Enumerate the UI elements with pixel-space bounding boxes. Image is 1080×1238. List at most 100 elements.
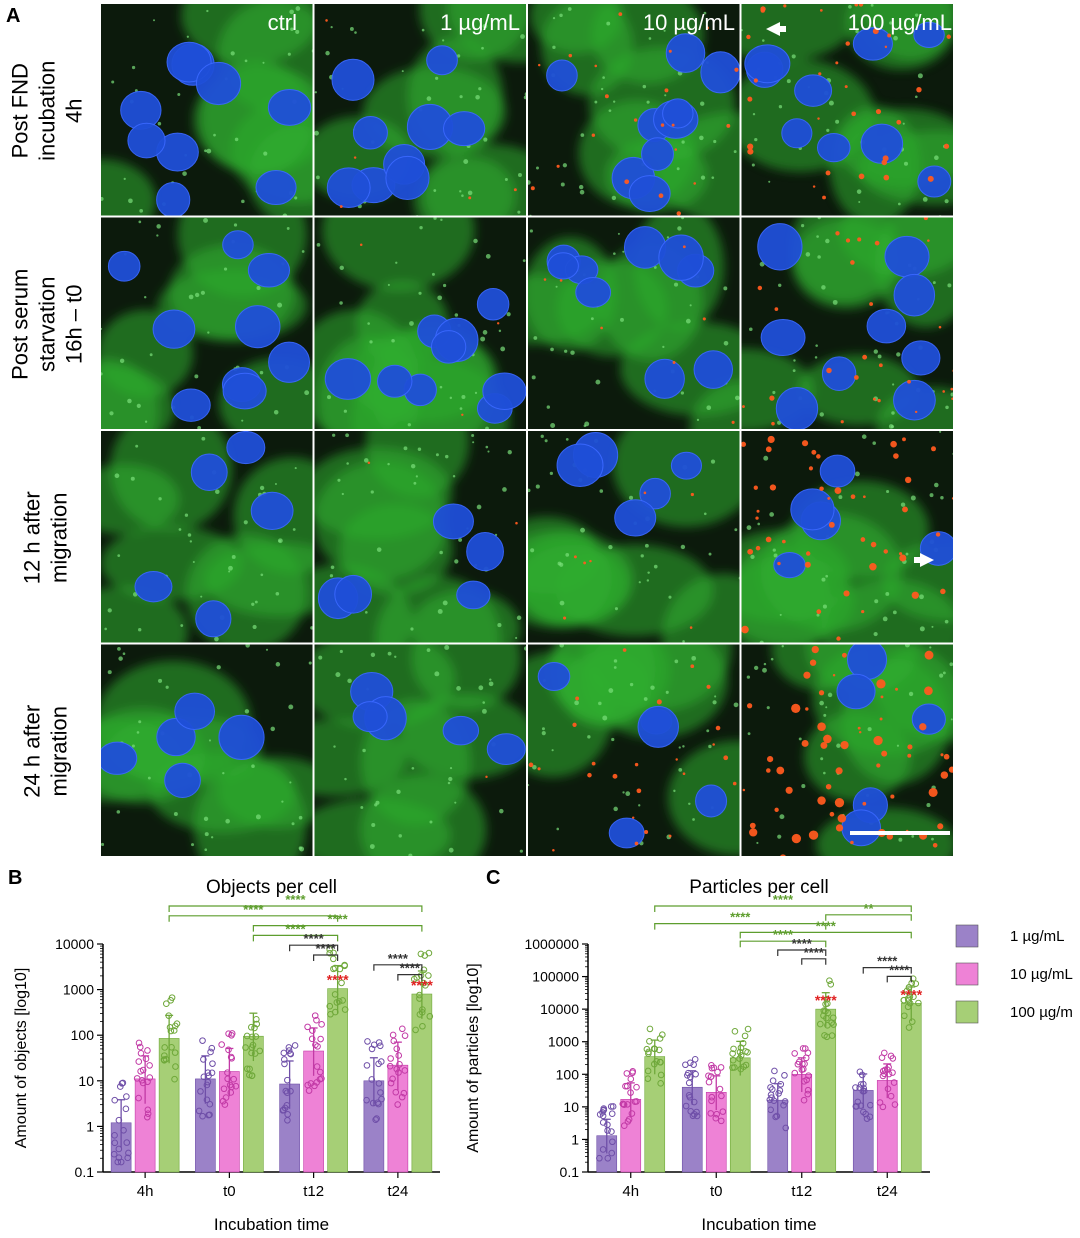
particle-spot: [951, 397, 953, 400]
x-tick-label: 4h: [137, 1183, 154, 1200]
cytoskeleton-speck: [823, 771, 826, 775]
cytoskeleton-speck: [435, 453, 439, 457]
data-point: [729, 1056, 737, 1064]
data-point: [596, 1111, 604, 1118]
cytoskeleton-speck: [638, 581, 641, 584]
particle-spot: [644, 829, 649, 834]
cytoskeleton-speck: [711, 176, 715, 179]
cytoskeleton-speck: [413, 481, 417, 485]
cytoskeleton-speck: [877, 354, 882, 359]
cytoskeleton-speck: [292, 528, 296, 531]
cytoskeleton-speck: [153, 19, 156, 22]
data-point: [708, 1062, 715, 1069]
cytoskeleton-speck: [245, 644, 250, 648]
cytoskeleton-speck: [665, 690, 669, 694]
particle-spot: [875, 108, 882, 115]
particle-spot: [634, 762, 639, 767]
data-point: [137, 1049, 145, 1057]
nucleus: [608, 817, 645, 849]
cytoskeleton-speck: [447, 781, 451, 785]
data-point: [398, 1093, 406, 1101]
nucleus: [352, 115, 388, 150]
data-point: [111, 1096, 119, 1104]
micrograph-overlays: [766, 22, 950, 835]
particle-spot: [801, 739, 809, 747]
cytoskeleton-speck: [517, 210, 521, 214]
particle-spot: [594, 64, 598, 68]
particle-spot: [881, 159, 888, 166]
cytoskeleton-speck: [892, 383, 895, 386]
cytoskeleton-speck: [653, 266, 657, 269]
cytoskeleton-speck: [931, 837, 934, 841]
cytoskeleton-speck: [304, 390, 310, 396]
x-tick-label: t12: [303, 1183, 324, 1200]
data-point: [304, 1023, 311, 1031]
cytoskeleton-speck: [173, 812, 178, 816]
particle-spot: [902, 437, 906, 442]
particle-spot: [818, 690, 825, 696]
cytoskeleton-speck: [203, 816, 209, 822]
cytoskeleton-speck: [101, 842, 105, 847]
particle-spot: [801, 440, 809, 447]
cytoskeleton-speck: [459, 407, 463, 410]
micrograph-panel: A Post FND incubation 4h Post serum starvati…: [6, 4, 953, 856]
cytoskeleton-speck: [339, 301, 343, 305]
cytoskeleton-speck: [791, 54, 796, 59]
data-point: [396, 1061, 403, 1068]
nucleus: [255, 169, 297, 206]
data-point: [161, 1044, 168, 1051]
nucleus: [443, 111, 486, 147]
significance-label: ****: [792, 936, 813, 951]
particle-spot: [890, 794, 895, 799]
particle-spot: [742, 788, 746, 792]
panel-label-a: A: [6, 5, 20, 27]
data-point: [111, 1139, 119, 1147]
cytoskeleton-speck: [287, 52, 291, 56]
cell-body: [322, 217, 475, 291]
nucleus: [760, 318, 806, 357]
cytoskeleton-speck: [231, 554, 236, 559]
data-point: [370, 1041, 378, 1049]
data-point: [218, 1041, 225, 1048]
particle-spot: [353, 156, 357, 159]
significance-label: ****: [400, 961, 421, 976]
particle-spot: [884, 45, 888, 49]
cytoskeleton-speck: [917, 73, 923, 79]
data-point: [860, 1087, 868, 1095]
cytoskeleton-speck: [832, 299, 838, 305]
cytoskeleton-speck: [330, 565, 335, 570]
cell-body: [804, 712, 911, 802]
cytoskeleton-speck: [123, 177, 126, 181]
cytoskeleton-speck: [950, 718, 953, 721]
cytoskeleton-speck: [483, 137, 488, 142]
data-point: [135, 1058, 143, 1065]
cytoskeleton-speck: [216, 665, 221, 670]
data-point: [313, 1016, 320, 1024]
cytoskeleton-speck: [681, 140, 685, 144]
data-point: [208, 1044, 216, 1052]
cytoskeleton-speck: [848, 4, 852, 9]
cytoskeleton-speck: [801, 224, 805, 228]
cytoskeleton-speck: [282, 213, 288, 216]
cytoskeleton-speck: [746, 675, 751, 679]
significance-label: ****: [877, 954, 898, 969]
data-point: [142, 1055, 150, 1063]
cytoskeleton-speck: [696, 418, 700, 422]
cytoskeleton-speck: [531, 375, 536, 380]
particle-spot: [844, 85, 848, 89]
particle-spot: [887, 33, 892, 38]
nucleus: [334, 574, 373, 614]
cytoskeleton-speck: [762, 39, 765, 42]
particle-spot: [731, 420, 735, 424]
data-point: [830, 1021, 837, 1028]
cytoskeleton-speck: [602, 76, 605, 79]
cytoskeleton-speck: [533, 336, 538, 340]
cytoskeleton-speck: [281, 800, 284, 803]
cytoskeleton-speck: [756, 841, 759, 845]
cytoskeleton-speck: [200, 290, 205, 295]
cytoskeleton-speck: [230, 51, 235, 56]
cytoskeleton-speck: [529, 229, 533, 233]
cytoskeleton-speck: [118, 656, 123, 661]
cytoskeleton-speck: [449, 396, 453, 400]
cytoskeleton-speck: [781, 644, 784, 648]
